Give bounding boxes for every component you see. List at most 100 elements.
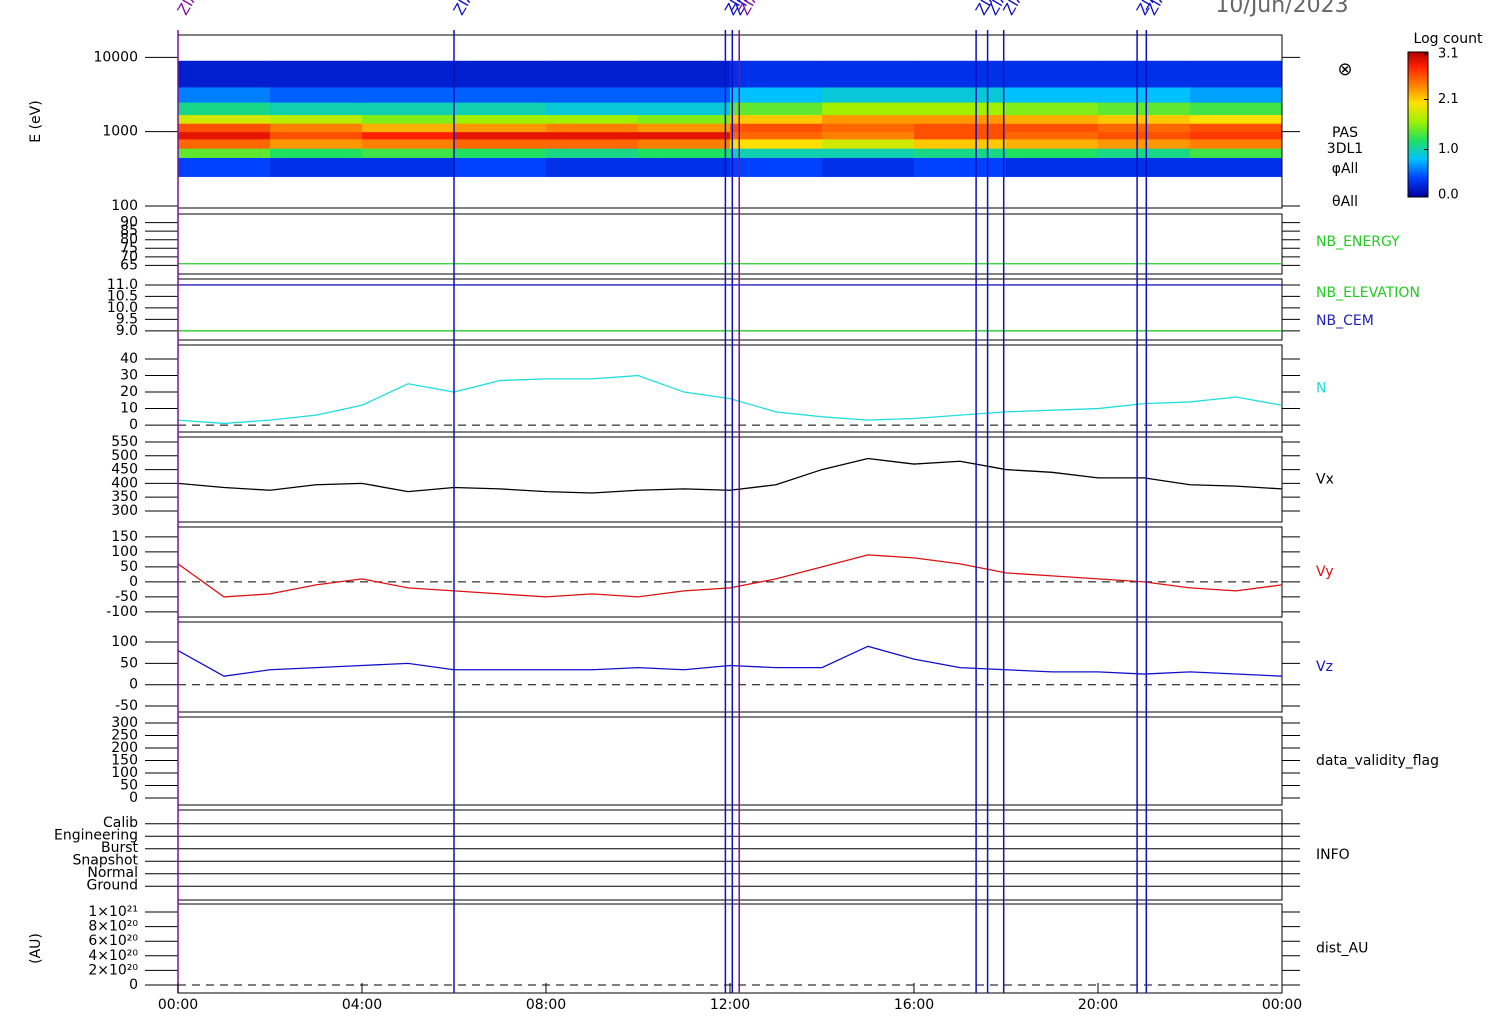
spectrogram-cell bbox=[1190, 114, 1283, 124]
y-tick-label: 0 bbox=[129, 574, 138, 590]
y-tick-label: 90 bbox=[120, 215, 138, 231]
spectrogram-cell bbox=[1190, 123, 1283, 133]
x-tick-label: 08:00 bbox=[526, 997, 566, 1013]
spectrogram-cell bbox=[546, 138, 639, 149]
spectrogram-cell bbox=[638, 123, 731, 133]
spectrogram-cell bbox=[730, 60, 823, 88]
spectrogram-cell bbox=[730, 114, 823, 124]
panel-frame bbox=[177, 903, 1283, 994]
spectrogram-cell bbox=[454, 102, 547, 116]
marker-label: ZIAS bbox=[999, 0, 1032, 18]
spectrogram-cell bbox=[914, 138, 1007, 149]
y-tick-label: 300 bbox=[111, 503, 138, 519]
spectrogram-cell bbox=[546, 86, 639, 103]
spectrogram-cell bbox=[1098, 131, 1191, 140]
y-tick-label: 100 bbox=[111, 765, 138, 781]
spectrogram-cell bbox=[730, 131, 823, 140]
colorbar bbox=[1407, 51, 1429, 198]
y-tick-label: 30 bbox=[120, 368, 138, 384]
spectrogram-cell bbox=[638, 114, 731, 124]
series-label: Vz bbox=[1316, 659, 1333, 675]
y-tick-label: 8×10²⁰ bbox=[88, 919, 138, 935]
instrument-label: PAS bbox=[1332, 125, 1358, 141]
y-tick-label: 10000 bbox=[93, 49, 138, 65]
y-tick-label: Snapshot bbox=[73, 852, 139, 868]
x-tick-label: 00:00 bbox=[158, 997, 198, 1013]
y-tick-label: 10 bbox=[120, 401, 138, 417]
spectrogram-cell bbox=[270, 102, 363, 116]
chart-title: 10/Jun/2023 bbox=[1215, 0, 1348, 18]
panel-frame bbox=[177, 716, 1283, 806]
panel-frame bbox=[177, 213, 1283, 275]
spectrogram-cell bbox=[1098, 148, 1191, 158]
spectrogram-cell bbox=[638, 157, 731, 177]
spectrogram-cell bbox=[362, 86, 455, 103]
spectrogram-cell bbox=[270, 148, 363, 158]
spectrogram-cell bbox=[178, 157, 271, 177]
spectrogram-cell bbox=[914, 60, 1007, 88]
spectrogram-cell bbox=[546, 157, 639, 177]
y-tick-label: 0 bbox=[129, 417, 138, 433]
instrument-label: θAll bbox=[1332, 194, 1358, 210]
colorbar-tick-label: 3.1 bbox=[1438, 47, 1459, 62]
y-tick-label: 9.5 bbox=[116, 311, 138, 327]
panel-frame bbox=[177, 436, 1283, 523]
spectrogram-cell bbox=[638, 131, 731, 140]
marker-label: ZIAS bbox=[450, 0, 483, 18]
y-tick-label: 10.5 bbox=[107, 288, 138, 304]
spectrogram-cell bbox=[1006, 60, 1099, 88]
spectrogram-cell bbox=[1098, 60, 1191, 88]
panel-frame bbox=[177, 344, 1283, 433]
panel-label: data_validity_flag bbox=[1316, 753, 1439, 769]
spectrogram-cell bbox=[1006, 138, 1099, 149]
spectrogram-cell bbox=[270, 60, 363, 88]
spectrogram-cell bbox=[454, 148, 547, 158]
spectrogram-cell bbox=[270, 157, 363, 177]
spectrogram-cell bbox=[1006, 102, 1099, 116]
spectrogram-cell bbox=[822, 60, 915, 88]
y-tick-label: 450 bbox=[111, 462, 138, 478]
spectrogram-cell bbox=[1006, 157, 1099, 177]
y-tick-label: 550 bbox=[111, 434, 138, 450]
x-tick-label: 16:00 bbox=[894, 997, 934, 1013]
y-tick-label: Calib bbox=[103, 815, 138, 831]
spectrogram-cell bbox=[362, 138, 455, 149]
y-tick-label: Normal bbox=[87, 865, 138, 881]
spectrogram-cell bbox=[546, 102, 639, 116]
spectrogram-cell bbox=[1006, 123, 1099, 133]
spectrogram-cell bbox=[730, 123, 823, 133]
y-tick-label: 65 bbox=[120, 257, 138, 273]
spectrogram-cell bbox=[914, 157, 1007, 177]
y-tick-label: 0 bbox=[129, 790, 138, 806]
spectrogram-cell bbox=[730, 138, 823, 149]
spectrogram-cell bbox=[822, 123, 915, 133]
spectrogram-cell bbox=[1098, 86, 1191, 103]
y-tick-label: 0 bbox=[129, 677, 138, 693]
series-label: Vy bbox=[1316, 564, 1334, 580]
x-tick-label: 12:00 bbox=[710, 997, 750, 1013]
instrument-label: φAll bbox=[1332, 161, 1359, 177]
spectrogram-cell bbox=[546, 148, 639, 158]
y-tick-label: 0 bbox=[129, 977, 138, 993]
spectrogram-cell bbox=[454, 86, 547, 103]
y-axis-label: (AU) bbox=[28, 933, 44, 964]
y-tick-label: Engineering bbox=[54, 827, 138, 843]
spectrogram-cell bbox=[914, 131, 1007, 140]
spectrogram-cell bbox=[1006, 86, 1099, 103]
y-tick-label: 50 bbox=[120, 559, 138, 575]
spectrogram-cell bbox=[362, 148, 455, 158]
y-tick-label: 250 bbox=[111, 728, 138, 744]
spectrogram-cell bbox=[730, 148, 823, 158]
y-tick-label: 10.0 bbox=[107, 300, 138, 316]
spectrogram-cell bbox=[270, 131, 363, 140]
spectrogram-cell bbox=[362, 123, 455, 133]
spectrogram-cell bbox=[1098, 102, 1191, 116]
spectrogram-cell bbox=[178, 114, 271, 124]
data-line bbox=[177, 554, 1283, 598]
spectrogram-cell bbox=[1098, 114, 1191, 124]
series-label: Vx bbox=[1316, 472, 1334, 488]
spectrogram-cell bbox=[270, 123, 363, 133]
spectrogram-cell bbox=[1190, 86, 1283, 103]
spectrogram-cell bbox=[178, 102, 271, 116]
y-tick-label: 6×10²⁰ bbox=[88, 933, 138, 949]
